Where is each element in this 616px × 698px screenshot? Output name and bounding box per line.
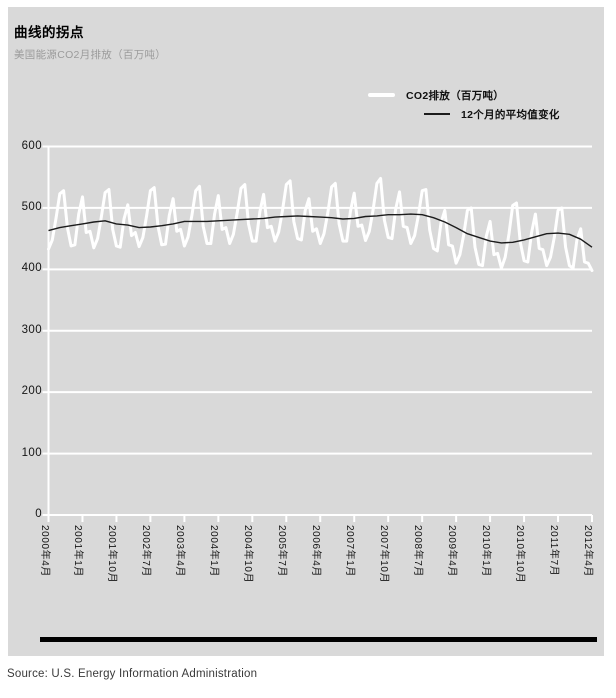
x-tick-label: 2003年4月 xyxy=(174,525,186,578)
x-tick-label: 2007年10月 xyxy=(378,525,390,584)
y-tick-label: 0 xyxy=(35,508,42,520)
average-line-swatch-icon xyxy=(424,113,450,115)
legend-label-average: 12个月的平均值变化 xyxy=(461,108,560,121)
x-tick-label: 2002年7月 xyxy=(140,525,152,578)
x-tick-label: 2010年1月 xyxy=(480,525,492,578)
source-attribution: Source: U.S. Energy Information Administ… xyxy=(7,668,258,680)
y-tick-label: 600 xyxy=(21,139,42,152)
legend-item-average: 12个月的平均值变化 xyxy=(424,108,560,121)
x-tick-label: 2004年10月 xyxy=(242,525,254,584)
x-tick-label: 2012年4月 xyxy=(582,525,593,578)
y-tick-label: 300 xyxy=(21,323,42,336)
page-title: 曲线的拐点 xyxy=(14,25,84,40)
x-tick-label: 2009年4月 xyxy=(446,525,458,578)
x-tick-label: 2011年7月 xyxy=(548,525,560,577)
x-tick-label: 2004年1月 xyxy=(208,525,220,578)
x-tick-label: 2000年4月 xyxy=(38,525,50,578)
chart-subtitle: 美国能源CO2月排放（百万吨） xyxy=(14,49,167,61)
legend-item-co2: CO2排放（百万吨） xyxy=(368,89,505,102)
y-tick-label: 400 xyxy=(21,262,42,275)
x-tick-label: 2001年1月 xyxy=(72,525,84,578)
y-tick-label: 500 xyxy=(21,200,42,213)
x-tick-label: 2005年7月 xyxy=(276,525,288,578)
y-tick-label: 200 xyxy=(21,385,42,398)
x-tick-label: 2006年4月 xyxy=(310,525,322,578)
x-tick-label: 2010年10月 xyxy=(514,525,526,584)
x-tick-label: 2001年10月 xyxy=(106,525,118,584)
y-tick-label: 100 xyxy=(21,446,42,459)
bottom-divider-bar xyxy=(40,637,597,642)
co2-line-swatch-icon xyxy=(368,93,395,97)
legend-label-co2: CO2排放（百万吨） xyxy=(406,89,505,102)
x-tick-label: 2007年1月 xyxy=(344,525,356,578)
x-tick-label: 2008年7月 xyxy=(412,525,424,578)
